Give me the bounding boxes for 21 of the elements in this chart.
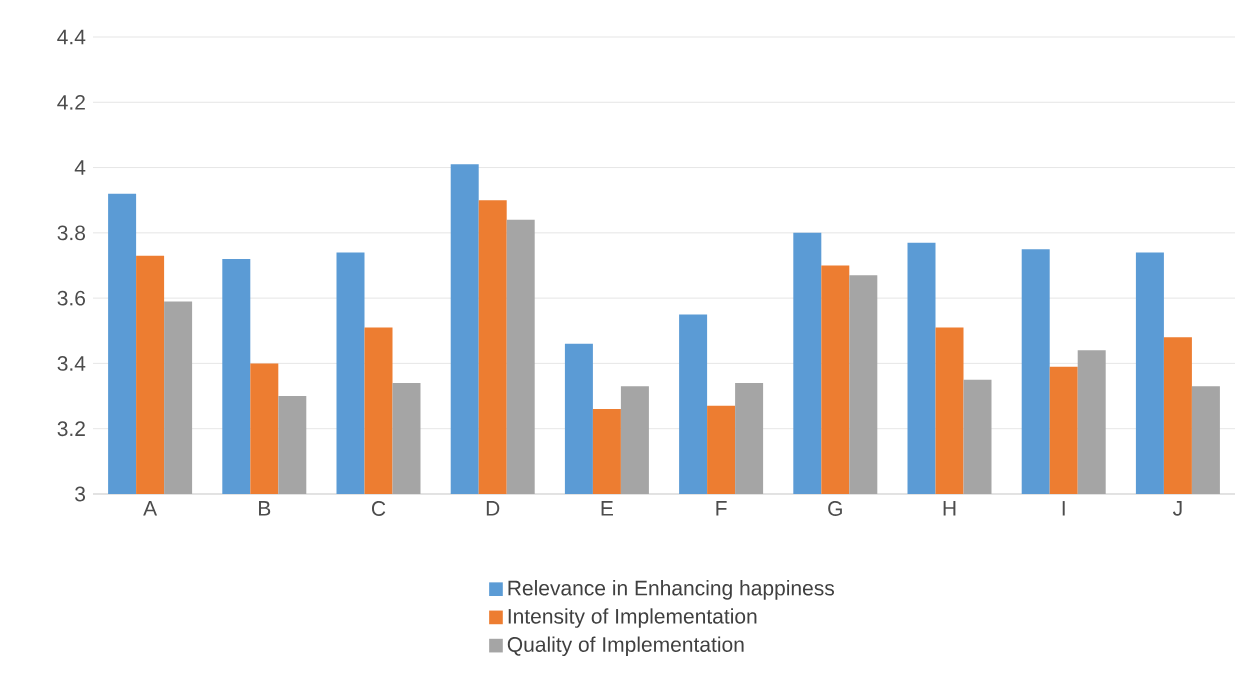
x-tick-label: H bbox=[943, 501, 956, 516]
y-tick-label: 4.4 bbox=[57, 29, 86, 45]
x-tick-label: D bbox=[486, 501, 500, 516]
y-tick-label: 4.2 bbox=[57, 94, 85, 110]
y-tick-label: 4 bbox=[74, 160, 86, 175]
x-tick-label: E bbox=[601, 501, 613, 516]
y-tick-label: 3.4 bbox=[57, 355, 86, 371]
x-tick-label: F bbox=[716, 501, 727, 516]
y-tick-label: 3.8 bbox=[57, 225, 86, 241]
y-tick-label: 3 bbox=[75, 486, 86, 502]
x-tick-label: B bbox=[259, 501, 271, 516]
legend-label: Intensity of Implementation bbox=[508, 608, 757, 628]
y-tick-label: 3.2 bbox=[57, 421, 85, 437]
x-tick-label: J bbox=[1172, 501, 1182, 516]
legend-label: Relevance in Enhancing happiness bbox=[508, 580, 834, 600]
y-tick-label: 3.6 bbox=[57, 290, 86, 306]
x-tick-label: G bbox=[828, 501, 842, 516]
x-tick-label: A bbox=[143, 501, 158, 516]
legend-label: Quality of Implementation bbox=[507, 636, 744, 657]
x-tick-label: C bbox=[371, 501, 386, 516]
x-tick-label: I bbox=[1062, 501, 1065, 516]
